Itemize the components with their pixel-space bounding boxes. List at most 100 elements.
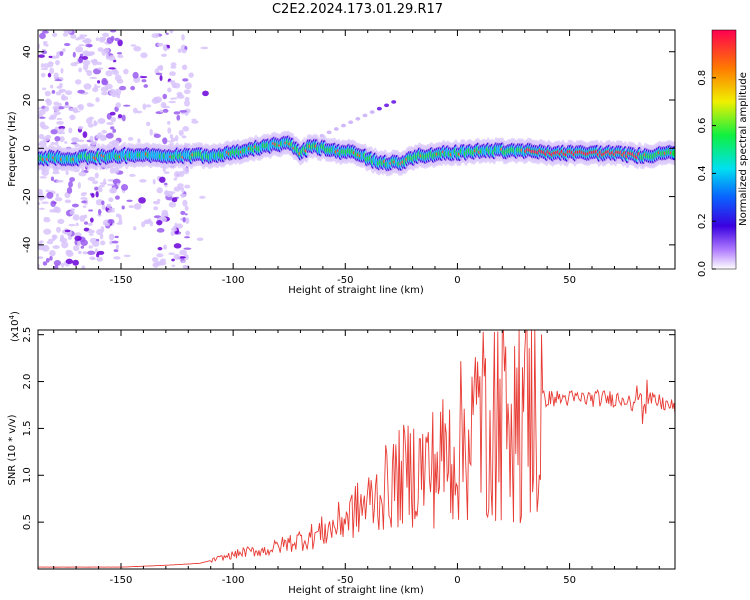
streak-dot — [340, 123, 346, 128]
snr-xtick-label: 0 — [454, 575, 460, 586]
noise-speckle — [162, 93, 168, 100]
noise-speckle — [114, 37, 120, 42]
noise-speckle — [200, 46, 209, 50]
noise-speckle — [49, 255, 53, 261]
noise-speckle — [94, 83, 98, 90]
noise-speckle — [138, 197, 146, 204]
noise-speckle — [60, 67, 64, 74]
noise-speckle — [128, 205, 135, 209]
noise-speckle — [167, 87, 172, 93]
noise-speckle — [113, 256, 121, 260]
spectrogram-ytick-label: 40 — [22, 45, 33, 58]
spectrogram-ytick-label: 20 — [22, 94, 33, 107]
noise-speckle — [173, 253, 181, 260]
snr-ytick-label: 2.0 — [22, 374, 33, 390]
noise-speckle — [177, 187, 185, 190]
noise-speckle — [153, 133, 161, 139]
noise-speckle — [114, 74, 122, 82]
noise-speckle — [94, 186, 99, 191]
noise-speckle — [65, 258, 74, 265]
noise-speckle — [127, 136, 134, 141]
noise-speckle — [57, 130, 62, 135]
noise-speckle — [56, 120, 64, 125]
noise-speckle — [99, 38, 106, 43]
noise-speckle — [108, 67, 116, 70]
noise-speckle — [78, 67, 83, 73]
noise-speckle — [106, 121, 114, 126]
noise-speckle — [112, 128, 117, 133]
noise-speckle — [75, 222, 79, 227]
noise-speckle — [74, 143, 80, 148]
noise-speckle — [69, 177, 75, 182]
snr-frame — [37, 329, 676, 570]
noise-speckle — [65, 101, 69, 107]
noise-speckle — [61, 241, 69, 249]
noise-speckle — [171, 258, 175, 262]
noise-speckle — [72, 259, 79, 266]
noise-speckle — [69, 208, 76, 211]
noise-speckle — [142, 103, 147, 110]
noise-speckle — [181, 135, 187, 139]
noise-speckle — [45, 43, 49, 47]
noise-speckle — [38, 207, 46, 210]
noise-speckle — [56, 226, 61, 233]
noise-speckle — [168, 201, 177, 208]
noise-speckle — [41, 201, 49, 205]
noise-speckle — [156, 228, 165, 233]
noise-speckle — [65, 90, 73, 96]
noise-speckle — [46, 191, 54, 199]
noise-speckle — [168, 100, 177, 104]
noise-speckle — [110, 126, 115, 130]
streak-dot — [391, 100, 397, 104]
noise-speckle — [88, 209, 93, 212]
noise-speckle — [43, 217, 50, 220]
noise-speckle — [70, 34, 77, 39]
noise-speckle — [86, 51, 95, 57]
noise-speckle — [157, 260, 165, 266]
noise-speckle — [101, 77, 108, 85]
noise-speckle — [39, 176, 47, 179]
noise-speckle — [156, 253, 164, 258]
noise-speckle — [181, 34, 185, 41]
noise-speckle — [98, 184, 105, 188]
noise-speckle — [199, 195, 206, 199]
snr-axes: -150 -100 -50 0 50 0.5 1.0 1.5 2.0 2.5 — [22, 327, 675, 586]
noise-speckle — [116, 51, 123, 55]
noise-speckle — [49, 249, 56, 257]
noise-speckle — [55, 193, 59, 198]
noise-speckle — [39, 32, 46, 40]
noise-speckle — [56, 117, 63, 121]
snr-xtick-label: -100 — [222, 575, 245, 586]
noise-speckle — [121, 114, 126, 122]
noise-speckle — [115, 102, 121, 108]
noise-speckle — [95, 37, 100, 42]
noise-speckle — [77, 104, 82, 109]
noise-speckle — [77, 182, 81, 189]
noise-speckle — [185, 230, 191, 236]
noise-speckle — [130, 44, 137, 47]
streak-dot — [362, 113, 368, 118]
noise-speckle — [41, 244, 50, 252]
noise-speckle — [140, 52, 148, 59]
noise-speckle — [119, 85, 127, 91]
noise-speckle — [62, 48, 66, 52]
noise-speckle — [72, 214, 80, 221]
noise-speckle — [54, 135, 61, 142]
colorbar-tick-label: 0.8 — [697, 70, 708, 86]
noise-speckle — [90, 257, 96, 260]
noise-speckle — [179, 256, 187, 259]
streak-dot — [376, 106, 382, 111]
noise-speckle — [57, 102, 63, 107]
noise-speckle — [106, 183, 115, 186]
noise-speckle — [87, 229, 95, 234]
spectrogram-ylabel: Frequency (Hz) — [7, 111, 18, 187]
noise-speckle — [156, 220, 163, 226]
spectrogram-xlabel: Height of straight line (km) — [288, 285, 424, 296]
noise-speckle — [72, 51, 76, 58]
noise-speckle — [178, 129, 184, 136]
noise-speckle — [114, 195, 120, 200]
noise-speckle — [157, 246, 163, 251]
noise-speckle — [183, 254, 189, 261]
noise-speckle — [184, 236, 191, 239]
noise-speckle — [53, 111, 61, 116]
